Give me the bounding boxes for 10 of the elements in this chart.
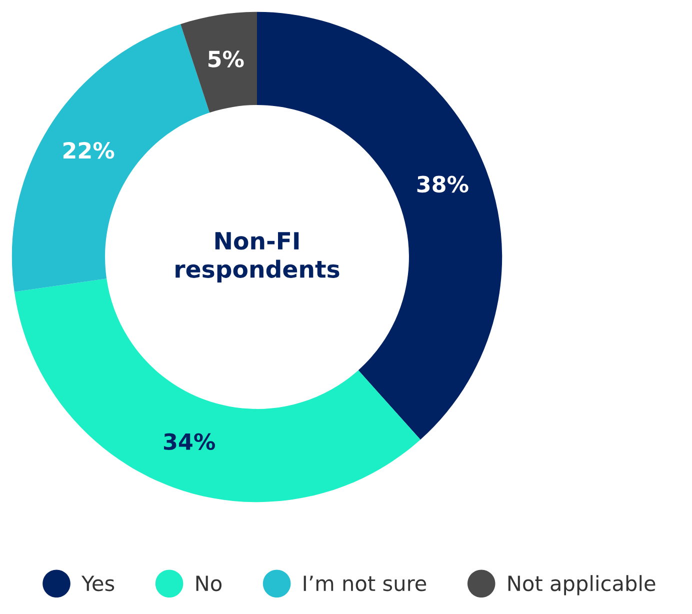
text: Non-FI respondents bbox=[176, 232, 340, 283]
legend-label: Not applicable bbox=[508, 575, 656, 596]
data-label: 38% bbox=[417, 176, 468, 193]
legend-label: No bbox=[196, 576, 222, 592]
data-label: 22% bbox=[63, 142, 114, 159]
data-label: 5% bbox=[208, 50, 244, 68]
data-label: 34% bbox=[164, 433, 215, 450]
donut-slice bbox=[180, 12, 257, 113]
legend-label: Yes bbox=[81, 576, 114, 592]
legend-label: I’m not sure bbox=[304, 576, 426, 592]
